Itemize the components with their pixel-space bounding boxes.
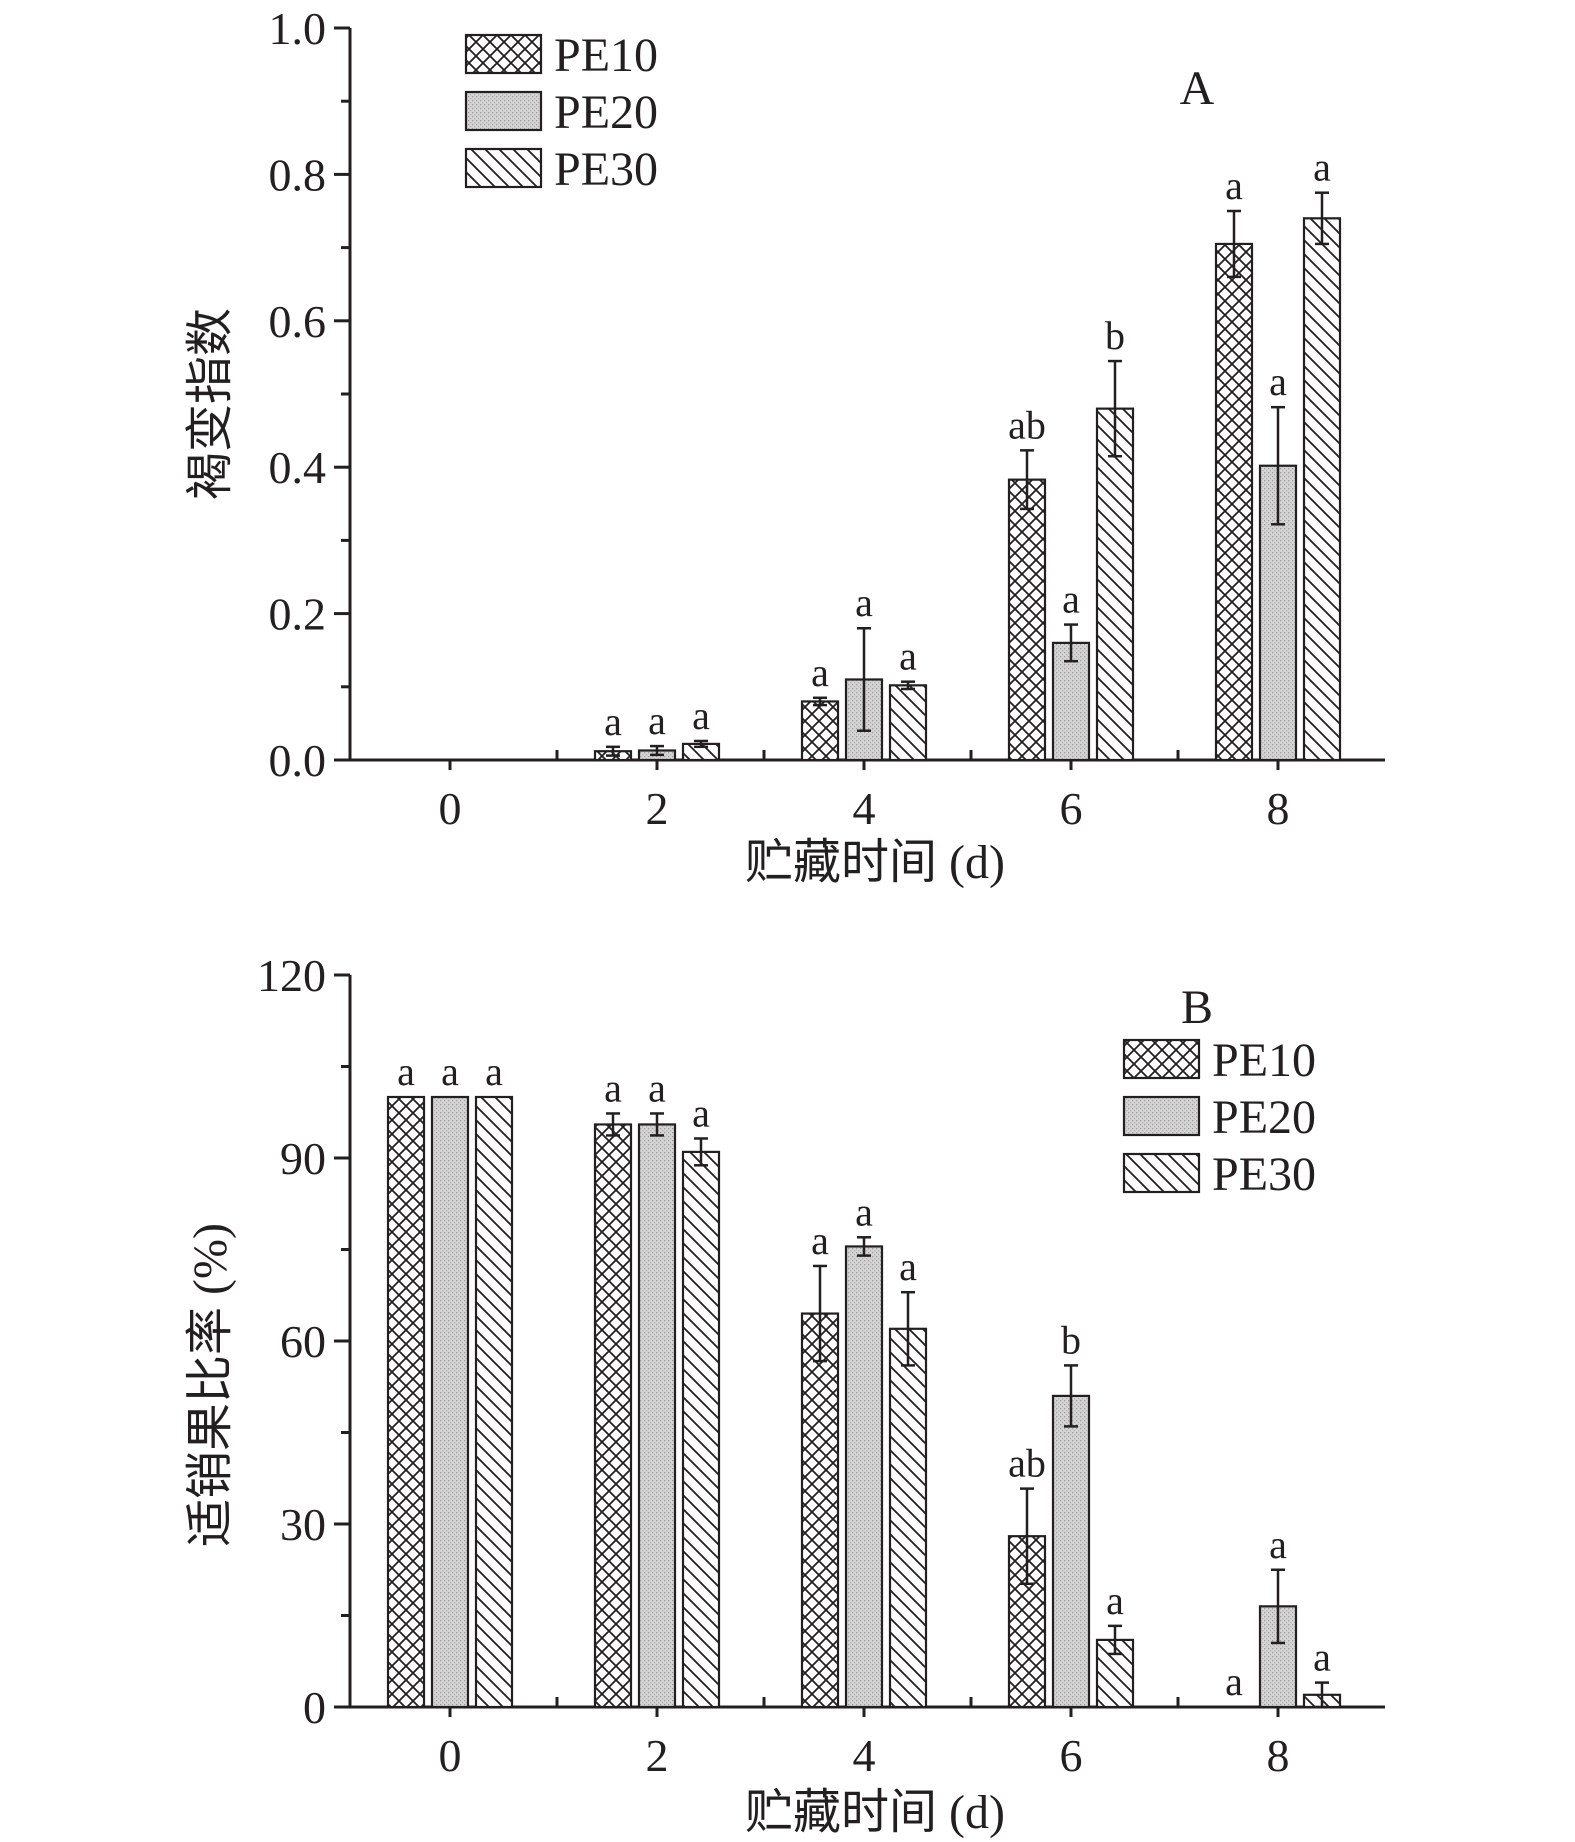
bar-pe20 [844, 1245, 884, 1709]
bar-pe30 [1095, 407, 1135, 762]
axes-panel-a: 0.0 0.2 0.4 0.6 0.8 1.0 0 2 4 6 8 [269, 3, 1385, 834]
significance-label: a [855, 1189, 873, 1234]
significance-label: a [648, 1065, 666, 1110]
bar-pe10 [593, 1123, 633, 1709]
significance-label: a [1225, 1659, 1243, 1704]
y-tick-label: 120 [257, 950, 326, 1001]
bar-pe10 [1214, 242, 1254, 762]
significance-label: a [1313, 145, 1331, 190]
y-tick-label: 90 [280, 1133, 326, 1184]
x-tick-label: 8 [1267, 1730, 1290, 1781]
bar-pe30 [888, 684, 928, 762]
significance-label: a [397, 1049, 415, 1094]
significance-label: ab [1008, 1441, 1046, 1486]
significance-label: a [811, 650, 829, 695]
legend-label-pe10: PE10 [554, 29, 658, 82]
axes-panel-b: 0 30 60 90 120 0 2 4 6 8 [257, 950, 1385, 1781]
legend-label-pe20: PE20 [554, 86, 658, 139]
y-tick-label: 60 [280, 1316, 326, 1367]
significance-label: b [1061, 1317, 1081, 1362]
significance-label: a [899, 1244, 917, 1289]
significance-label: a [1225, 163, 1243, 208]
x-tick-label: 6 [1060, 783, 1083, 834]
significance-label: b [1105, 313, 1125, 358]
y-tick-label: 0.6 [269, 296, 327, 347]
significance-label: a [1269, 1522, 1287, 1567]
legend-swatch-pe10 [1122, 1038, 1201, 1080]
bar-pe10 [800, 1312, 840, 1709]
panel-label-b: B [1181, 981, 1213, 1034]
significance-label: a [1269, 359, 1287, 404]
significance-label: a [441, 1049, 459, 1094]
x-tick-label: 2 [646, 1730, 669, 1781]
legend-swatch-pe30 [464, 147, 543, 189]
significance-label: a [1062, 577, 1080, 622]
significance-label: a [811, 1218, 829, 1263]
legend-swatch-pe20 [1122, 1095, 1201, 1137]
x-tick-label: 0 [439, 783, 462, 834]
significance-label: a [692, 1090, 710, 1135]
x-tick-label: 0 [439, 1730, 462, 1781]
x-axis-title-b: 贮藏时间 (d) [745, 1786, 1005, 1839]
y-tick-label: 0.8 [269, 149, 327, 200]
legend-swatch-pe20 [464, 90, 543, 132]
x-axis-title-a: 贮藏时间 (d) [745, 836, 1005, 889]
significance-label: a [1106, 1578, 1124, 1623]
legend-label-pe20: PE20 [1212, 1091, 1316, 1144]
significance-label: a [485, 1049, 503, 1094]
significance-label: a [648, 698, 666, 743]
x-tick-label: 4 [853, 1730, 876, 1781]
significance-label: a [899, 634, 917, 679]
significance-label: a [604, 699, 622, 744]
y-tick-label: 0.0 [269, 735, 327, 786]
x-tick-label: 4 [853, 783, 876, 834]
bar-pe30 [1302, 217, 1342, 762]
significance-label: ab [1008, 402, 1046, 447]
legend-swatch-pe10 [464, 33, 543, 75]
bar-pe10 [800, 700, 840, 762]
legend-label-pe10: PE10 [1212, 1034, 1316, 1087]
legend-label-pe30: PE30 [554, 143, 658, 196]
bar-pe30 [681, 1150, 721, 1709]
y-axis-title-a: 褐变指数 [184, 308, 237, 500]
bar-pe30 [888, 1327, 928, 1709]
legend-swatch-pe30 [1122, 1152, 1201, 1194]
significance-label: a [692, 693, 710, 738]
x-tick-label: 2 [646, 783, 669, 834]
bar-pe20 [430, 1095, 470, 1709]
y-tick-label: 1.0 [269, 3, 327, 54]
y-tick-label: 0.2 [269, 589, 327, 640]
panel-label-a: A [1180, 62, 1215, 115]
y-axis-title-b: 适销果比率 (%) [184, 1223, 237, 1547]
bar-pe10 [1007, 478, 1047, 762]
significance-label: a [855, 580, 873, 625]
bar-pe20 [637, 1123, 677, 1709]
x-tick-label: 8 [1267, 783, 1290, 834]
y-tick-label: 0.4 [269, 442, 327, 493]
significance-label: a [1313, 1635, 1331, 1680]
bar-pe20 [1051, 1394, 1091, 1709]
significance-label: a [604, 1065, 622, 1110]
y-tick-label: 30 [280, 1499, 326, 1550]
bar-pe10 [386, 1095, 426, 1709]
legend-label-pe30: PE30 [1212, 1148, 1316, 1201]
y-tick-label: 0 [303, 1682, 326, 1733]
bar-pe30 [474, 1095, 514, 1709]
x-tick-label: 6 [1060, 1730, 1083, 1781]
